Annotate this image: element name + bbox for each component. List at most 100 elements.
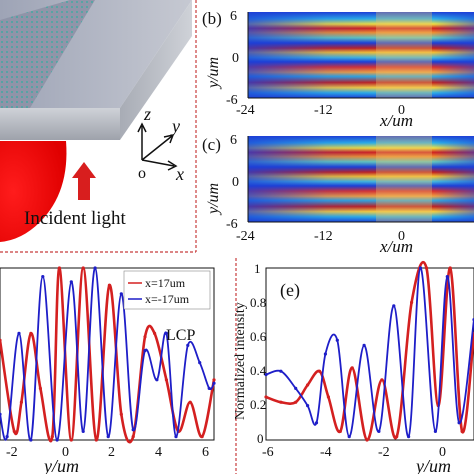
ytick-b-mid: 0	[232, 51, 239, 66]
data-point-e-1-3	[306, 404, 310, 408]
axis-x-label: x	[175, 164, 184, 184]
data-point-e-1-11	[407, 435, 411, 439]
axis-z-label: z	[143, 104, 151, 124]
panel-label-c: (c)	[202, 135, 221, 154]
ytick-c-bot: -6	[226, 217, 238, 232]
plot-e	[264, 260, 474, 442]
data-point-e-1-5	[323, 352, 327, 356]
data-point-e-1-0	[264, 373, 268, 377]
xtick-b-1: -12	[314, 103, 333, 118]
plot-frame-d	[0, 267, 215, 441]
data-point-d-1-2	[17, 331, 21, 335]
panel-b: (b) 6 0 -6 y/um -24 -12 0 x/um	[202, 9, 474, 130]
data-point-d-0-18	[200, 435, 204, 439]
data-point-e-1-12	[418, 266, 423, 270]
data-point-d-0-13	[143, 335, 147, 339]
data-point-d-1-8	[93, 266, 97, 270]
incident-light-label: Incident light	[24, 208, 127, 229]
data-point-e-1-7	[347, 435, 351, 439]
data-point-d-1-12	[143, 349, 147, 353]
data-point-d-0-19	[212, 378, 216, 382]
data-point-e-0-14	[448, 266, 452, 270]
data-point-e-0-9	[380, 378, 384, 382]
data-point-d-1-10	[119, 292, 123, 296]
panel-d: x=17um x=-17um LCP -2 0 2 4 6 y/um	[0, 266, 216, 474]
data-point-e-1-1	[279, 369, 283, 373]
data-point-e-1-8	[362, 343, 366, 347]
legend-label-pos: x=17um	[145, 276, 186, 290]
data-point-d-1-9	[106, 435, 110, 439]
data-point-e-0-7	[350, 366, 354, 370]
data-point-e-0-0	[264, 395, 268, 399]
data-point-d-1-6	[69, 280, 73, 284]
data-point-d-1-5	[55, 438, 59, 442]
data-point-d-1-4	[41, 275, 45, 279]
data-point-d-0-14	[153, 331, 157, 335]
xtick-d-0: -2	[6, 445, 18, 460]
data-point-d-0-0	[0, 338, 2, 342]
ylabel-c: y/um	[205, 183, 222, 216]
xtick-e-3: 0	[439, 445, 446, 460]
arrow-icon	[72, 162, 96, 200]
data-point-d-1-18	[207, 386, 211, 390]
xtick-d-3: 4	[155, 445, 162, 460]
data-point-e-0-10	[395, 435, 399, 439]
data-point-d-1-16	[186, 343, 190, 347]
xtick-d-1: 0	[62, 445, 69, 460]
xlabel-b: x/um	[379, 111, 413, 130]
xlabel-e: y/um	[414, 456, 451, 474]
ylabel-e: Normalized intensity	[233, 302, 248, 420]
data-point-d-0-9	[94, 438, 98, 442]
data-point-d-0-12	[131, 435, 135, 439]
xtick-d-4: 6	[202, 445, 209, 460]
data-point-d-1-19	[212, 381, 216, 385]
data-point-d-0-5	[50, 435, 54, 439]
panel-a: Incident light z y x o	[0, 0, 192, 242]
data-point-e-0-12	[424, 266, 429, 270]
grating-region	[0, 0, 95, 108]
data-point-e-1-14	[445, 275, 449, 279]
xtick-c-1: -12	[314, 229, 333, 244]
data-point-d-0-6	[57, 266, 62, 270]
focus-zone-c	[376, 136, 432, 222]
panel-e: (e) Normalized intensity 1 0.8 0.6 0.4 0…	[233, 260, 474, 474]
data-point-d-0-11	[119, 412, 123, 416]
data-point-e-0-15	[460, 429, 464, 433]
data-point-d-1-1	[5, 435, 9, 439]
xtick-e-2: -2	[378, 445, 390, 460]
panel-c: (c) 6 0 -6 y/um -24 -12 0 x/um	[202, 133, 474, 256]
data-point-d-0-1	[12, 429, 16, 433]
data-point-e-0-1	[279, 400, 283, 404]
ytick-c-mid: 0	[232, 175, 239, 190]
data-point-d-0-2	[19, 400, 23, 404]
ylabel-b: y/um	[205, 57, 222, 90]
series-line-e-1	[265, 267, 474, 438]
data-point-e-0-3	[306, 383, 310, 387]
data-point-d-1-7	[81, 429, 85, 433]
xlabel-c: x/um	[379, 237, 413, 256]
panel-label-e: (e)	[280, 280, 300, 301]
xtick-b-0: -24	[236, 103, 255, 118]
data-point-e-1-9	[377, 429, 381, 433]
xtick-b-2: 0	[398, 103, 405, 118]
lcp-tag: LCP	[166, 327, 195, 344]
ytick-b-bot: -6	[226, 93, 238, 108]
data-point-e-0-5	[326, 395, 330, 399]
data-point-d-1-13	[155, 378, 159, 382]
xtick-d-2: 2	[108, 445, 115, 460]
data-point-d-1-14	[164, 331, 168, 335]
ytick-e-5: 0	[257, 431, 264, 446]
data-point-e-0-2	[294, 400, 298, 404]
xlabel-d: y/um	[42, 456, 79, 474]
axes-triad	[137, 122, 178, 171]
plot-d	[0, 266, 216, 444]
data-point-e-0-4	[317, 369, 322, 373]
focus-zone-b	[376, 12, 432, 98]
data-point-d-1-3	[29, 438, 33, 442]
data-point-d-1-17	[198, 361, 202, 365]
axis-y-label: y	[170, 116, 180, 136]
ytick-e-4: 0.2	[250, 397, 266, 412]
origin-label: o	[138, 165, 146, 182]
xtick-c-0: -24	[236, 229, 255, 244]
